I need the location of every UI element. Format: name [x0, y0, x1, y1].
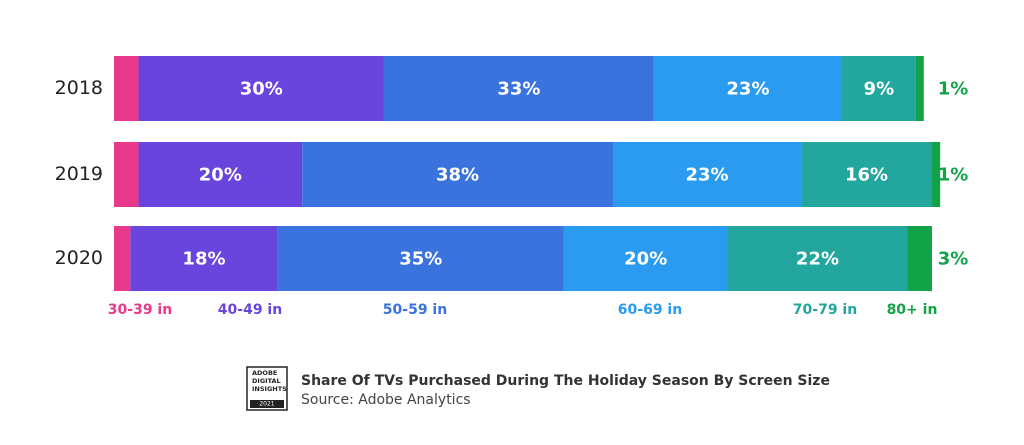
data-label: 33%: [497, 79, 540, 100]
legend-label: 70-79 in: [793, 302, 857, 318]
data-label: 16%: [845, 165, 888, 186]
bar-segment: [114, 142, 139, 207]
bar-segment: [727, 226, 908, 291]
logo-text: INSIGHTS: [252, 385, 287, 393]
legend-label: 40-49 in: [218, 302, 282, 318]
bar-segment: [563, 226, 728, 291]
legend-label: 60-69 in: [618, 302, 682, 318]
bar-segment: [277, 226, 564, 291]
bar-segment: [932, 142, 941, 207]
bar-segment: [915, 56, 924, 121]
bar-segment: [801, 142, 932, 207]
data-label: 1%: [938, 79, 969, 100]
data-label: 30%: [240, 79, 283, 100]
data-label: 18%: [182, 249, 225, 270]
bar-segment: [842, 56, 916, 121]
data-label: 3%: [938, 249, 969, 270]
logo-text: DIGITAL: [252, 377, 281, 385]
bar-segment: [907, 226, 932, 291]
bar-segment: [130, 226, 278, 291]
logo-band: [250, 400, 284, 408]
data-label: 20%: [624, 249, 667, 270]
data-label: 38%: [436, 165, 479, 186]
data-label: 1%: [938, 165, 969, 186]
y-tick-label: 2020: [55, 247, 103, 269]
data-label: 35%: [399, 249, 442, 270]
y-tick-label: 2018: [55, 77, 103, 99]
source: Source: Adobe Analytics: [301, 392, 471, 408]
data-label: 9%: [864, 79, 895, 100]
data-label: 23%: [726, 79, 769, 100]
legend-label: 30-39 in: [108, 302, 172, 318]
legend-label: 50-59 in: [383, 302, 447, 318]
data-label: 23%: [686, 165, 729, 186]
y-tick-label: 2019: [55, 163, 103, 185]
bar-segment: [138, 56, 384, 121]
legend-label: 80+ in: [887, 302, 938, 318]
bar-segment: [383, 56, 654, 121]
logo: ADOBE DIGITAL INSIGHTS 2021: [246, 366, 288, 411]
bar-segment: [138, 142, 303, 207]
bar-segment: [302, 142, 613, 207]
bar-segment: [114, 56, 139, 121]
bar-segment: [653, 56, 843, 121]
bar-segment: [612, 142, 802, 207]
data-label: 20%: [199, 165, 242, 186]
chart-title: Share Of TVs Purchased During The Holida…: [301, 373, 830, 389]
logo-text: ADOBE: [252, 369, 277, 377]
logo-year: 2021: [259, 401, 274, 408]
bar-segment: [114, 226, 131, 291]
data-label: 22%: [796, 249, 839, 270]
